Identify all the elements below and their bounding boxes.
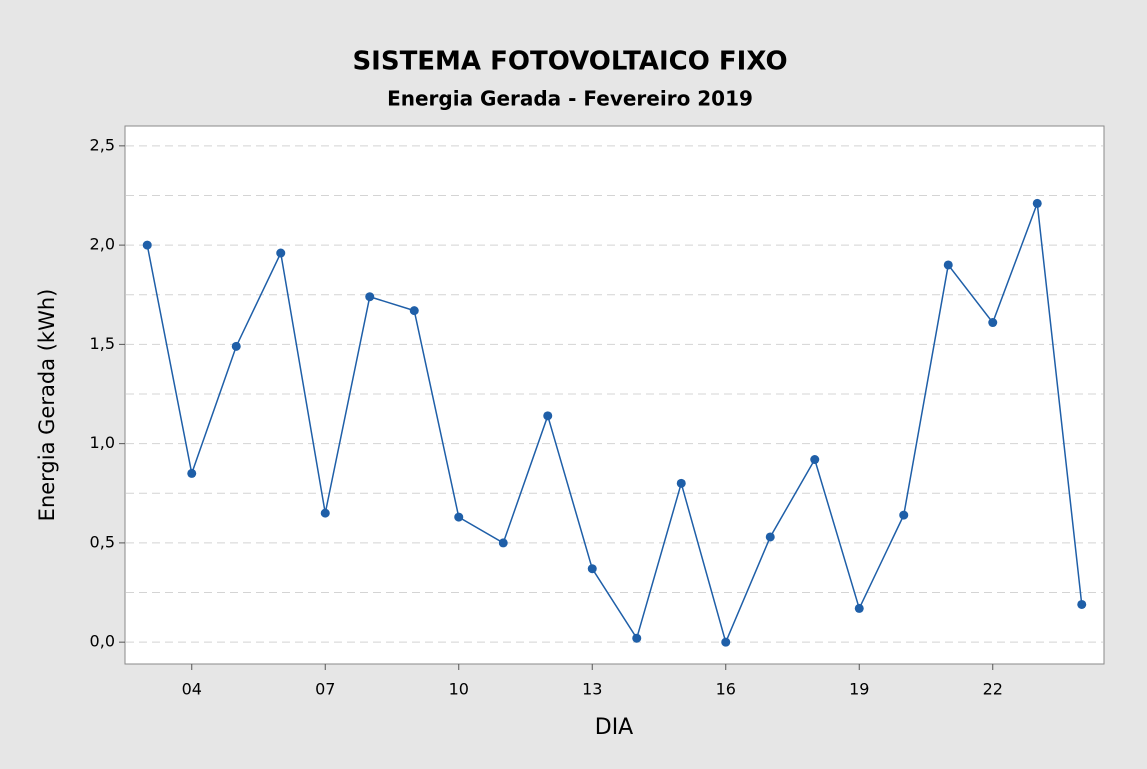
y-axis-label: Energia Gerada (kWh) — [35, 289, 59, 522]
x-tick-label: 13 — [582, 680, 602, 699]
marker — [498, 538, 508, 548]
marker — [187, 468, 197, 478]
marker — [988, 318, 998, 328]
x-tick-label: 07 — [315, 680, 335, 699]
marker — [943, 260, 953, 270]
line — [146, 203, 1083, 645]
marker — [854, 603, 864, 613]
x-axis-label: DIA — [595, 715, 633, 740]
marker — [276, 248, 286, 258]
y-tick-label: 2,5 — [90, 135, 115, 154]
marker — [765, 532, 775, 542]
y-tick-label: 1,5 — [90, 334, 115, 353]
marker — [543, 411, 553, 421]
marker — [409, 306, 419, 316]
y-tick-label: 0,5 — [90, 532, 115, 551]
marker — [142, 240, 152, 250]
marker — [365, 292, 375, 302]
marker — [320, 508, 330, 518]
x-tick-label: 22 — [983, 680, 1003, 699]
marker — [231, 341, 241, 351]
marker — [810, 455, 820, 465]
x-tick-label: 16 — [716, 680, 736, 699]
y-tick-label: 0,0 — [90, 632, 115, 651]
marker — [1077, 599, 1087, 609]
marker — [454, 512, 464, 522]
x-tick-label: 10 — [449, 680, 469, 699]
marker — [1032, 198, 1042, 208]
plot-area — [124, 125, 1105, 665]
x-tick-label: 04 — [182, 680, 202, 699]
marker — [721, 637, 731, 647]
marker — [676, 478, 686, 488]
marker — [899, 510, 909, 520]
marker — [632, 633, 642, 643]
y-tick-label: 2,0 — [90, 235, 115, 254]
y-tick-label: 1,0 — [90, 433, 115, 452]
x-tick-label: 19 — [849, 680, 869, 699]
chart-title: SISTEMA FOTOVOLTAICO FIXO — [352, 47, 787, 77]
marker — [587, 564, 597, 574]
chart-subtitle: Energia Gerada - Fevereiro 2019 — [387, 87, 753, 111]
